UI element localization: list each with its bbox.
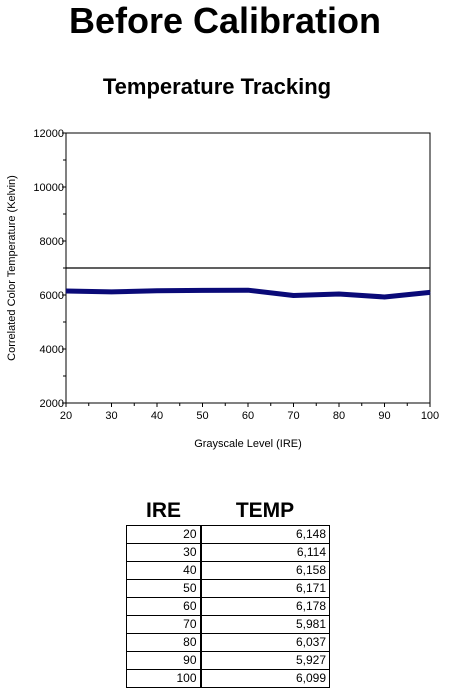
ire-cell: 70 <box>126 615 201 634</box>
chart-title: Temperature Tracking <box>102 74 332 99</box>
temp-cell: 6,158 <box>199 561 330 580</box>
y-tick-label: 6000 <box>40 290 64 302</box>
y-axis-label: Correlated Color Temperature (Kelvin) <box>6 175 18 361</box>
ire-cell: 30 <box>126 543 201 562</box>
y-tick-label: 2000 <box>40 398 64 410</box>
ire-cell: 40 <box>126 561 201 580</box>
table-row: 60 6,178 <box>126 597 330 616</box>
table-row: 30 6,114 <box>126 543 330 562</box>
x-tick-label: 20 <box>60 410 72 422</box>
table-header-ire: IRE <box>145 499 181 522</box>
data-point <box>338 293 340 295</box>
y-tick-label: 8000 <box>40 236 64 248</box>
x-tick-label: 90 <box>378 410 390 422</box>
temp-cell: 6,178 <box>199 597 330 616</box>
y-tick-label: 12000 <box>33 128 64 140</box>
x-tick-label: 50 <box>196 410 208 422</box>
temp-cell: 5,927 <box>199 651 330 670</box>
y-tick-label: 4000 <box>40 344 64 356</box>
calibration-table: IRE TEMP 20 6,148 30 6,114 40 6,158 50 6… <box>126 497 330 688</box>
table-row: 50 6,171 <box>126 579 330 598</box>
ire-cell: 60 <box>126 597 201 616</box>
x-tick-label: 100 <box>421 410 439 422</box>
temp-cell: 6,171 <box>199 579 330 598</box>
x-tick-label: 60 <box>242 410 254 422</box>
data-point <box>293 295 294 297</box>
ire-cell: 90 <box>126 651 201 670</box>
data-point <box>111 291 112 293</box>
temp-cell: 5,981 <box>199 615 330 634</box>
series-line <box>65 287 431 300</box>
x-tick-label: 30 <box>105 410 117 422</box>
temp-cell: 6,114 <box>199 543 330 562</box>
table-header-temp: TEMP <box>235 499 295 522</box>
x-tick-label: 80 <box>333 410 345 422</box>
ire-cell: 100 <box>126 669 201 688</box>
temp-cell: 6,037 <box>199 633 330 652</box>
data-point <box>202 289 203 291</box>
ire-cell: 20 <box>126 525 201 544</box>
table-row: 90 5,927 <box>126 651 330 670</box>
x-tick-label: 70 <box>287 410 299 422</box>
data-point <box>384 296 385 298</box>
table-row: 40 6,158 <box>126 561 330 580</box>
table-row: 100 6,099 <box>126 669 330 688</box>
table-row: 70 5,981 <box>126 615 330 634</box>
data-point <box>156 290 158 292</box>
y-tick-label: 10000 <box>33 182 64 194</box>
x-axis-label: Grayscale Level (IRE) <box>194 438 302 450</box>
temp-cell: 6,099 <box>199 669 330 688</box>
data-point <box>429 291 431 293</box>
data-point <box>65 290 67 292</box>
data-point <box>247 289 249 291</box>
ire-cell: 50 <box>126 579 201 598</box>
table-row: 80 6,037 <box>126 633 330 652</box>
table-row: 20 6,148 <box>126 525 330 544</box>
ire-cell: 80 <box>126 633 201 652</box>
page-title: Before Calibration <box>68 0 382 41</box>
temp-cell: 6,148 <box>199 525 330 544</box>
temperature-tracking-chart: 2000 4000 6000 8000 10000 12000 20 30 40 50 60 70 80… <box>6 128 439 450</box>
x-tick-label: 40 <box>151 410 163 422</box>
